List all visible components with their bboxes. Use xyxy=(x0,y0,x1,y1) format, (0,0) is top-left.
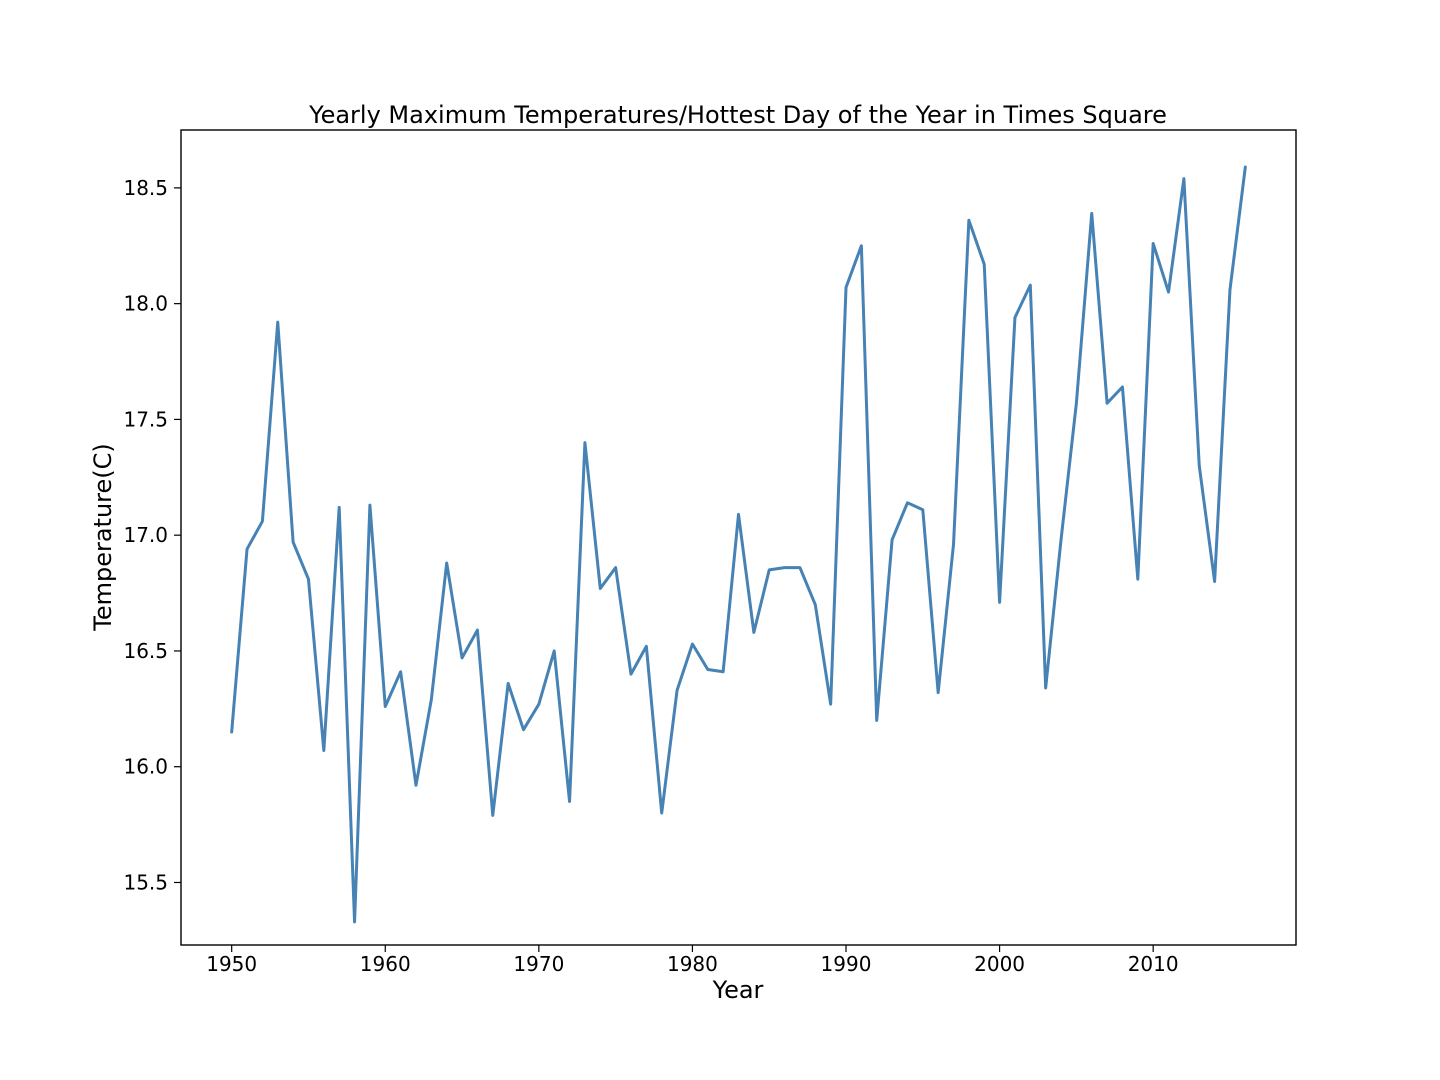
x-tick-label: 2010 xyxy=(1128,952,1179,976)
y-tick-label: 18.0 xyxy=(123,292,168,316)
temperature-series-line xyxy=(230,165,1247,924)
x-tick-label: 1980 xyxy=(667,952,718,976)
y-tick-label: 18.5 xyxy=(123,176,168,200)
axes-frame xyxy=(180,129,1297,946)
y-tick-label: 15.5 xyxy=(123,870,168,894)
x-tick-label: 1990 xyxy=(821,952,872,976)
y-tick-label: 16.0 xyxy=(123,755,168,779)
y-tick-label: 16.5 xyxy=(123,639,168,663)
x-tick-label: 1950 xyxy=(206,952,257,976)
y-axis-label: Temperature(C) xyxy=(89,443,117,632)
x-tick-label: 1970 xyxy=(513,952,564,976)
x-axis-label: Year xyxy=(712,976,764,1004)
y-tick-label: 17.0 xyxy=(123,523,168,547)
y-tick-label: 17.5 xyxy=(123,407,168,431)
x-tick-label: 2000 xyxy=(974,952,1025,976)
x-tick-label: 1960 xyxy=(360,952,411,976)
plot-area xyxy=(180,129,1297,946)
x-axis: 1950 1960 1970 1980 1990 2000 2010 xyxy=(206,945,1179,976)
y-axis: 15.5 16.0 16.5 17.0 17.5 18.0 18.5 xyxy=(123,176,181,894)
chart-title: Yearly Maximum Temperatures/Hottest Day … xyxy=(308,101,1167,129)
